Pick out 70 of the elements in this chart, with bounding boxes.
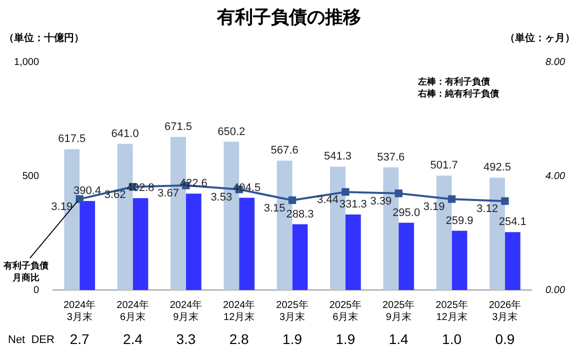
- data-label: 3.53: [210, 191, 232, 204]
- bar: [292, 224, 308, 290]
- text: 1.4: [388, 330, 409, 347]
- data-label: 295.0: [392, 206, 420, 219]
- text: 0.9: [495, 330, 515, 347]
- point: [448, 195, 456, 203]
- bar: [452, 230, 468, 290]
- data-label: 331.3: [339, 198, 367, 210]
- point: [501, 197, 509, 205]
- bar: [345, 214, 361, 290]
- y2-tick-label: 0.00: [546, 284, 566, 296]
- data-label: 288.3: [286, 208, 314, 220]
- x-tick-label: 2024年 6月末: [116, 298, 149, 323]
- x-tick-label: 2026年 3月末: [488, 298, 522, 323]
- data-label: 3.12: [476, 203, 498, 216]
- x-tick-label: 2025年 9月末: [382, 298, 415, 323]
- data-label: 3.39: [370, 195, 392, 208]
- y2-axis-title: （単位：ヶ月）: [505, 32, 575, 44]
- data-label: 3.67: [158, 187, 179, 200]
- y-tick-label: 1,000: [14, 56, 40, 68]
- x-tick-label: 2025年 3月末: [276, 298, 308, 323]
- y-tick-label: 0: [33, 284, 40, 296]
- text: Net DER: [8, 334, 55, 346]
- bar: [186, 194, 202, 290]
- data-label: 541.3: [324, 150, 352, 163]
- y2-tick-label: 8.00: [546, 56, 566, 68]
- x-tick-label: 2024年 12月末: [222, 298, 256, 323]
- annotation: 左棒：有利子負債: [417, 76, 490, 86]
- bar: [239, 198, 255, 290]
- text: 1.9: [336, 330, 356, 347]
- text: 有利子負債月商比: [2, 260, 48, 282]
- annotation: 右棒：純有利子負債: [417, 88, 499, 98]
- y-axis-title: （単位：十億円）: [4, 32, 84, 44]
- x-tick-label: 2024年 3月末: [63, 298, 96, 323]
- data-label: 492.5: [483, 162, 512, 174]
- data-label: 650.2: [218, 126, 246, 138]
- x-tick-label: 2024年 9月末: [170, 298, 202, 323]
- text: 2.7: [70, 330, 90, 347]
- data-label: 3.62: [104, 188, 126, 201]
- point: [288, 196, 296, 204]
- point: [342, 188, 350, 196]
- bar: [132, 198, 148, 290]
- x-tick-label: 2025年 6月末: [329, 298, 362, 323]
- bar: [80, 200, 96, 290]
- data-label: 501.7: [430, 160, 458, 172]
- text: 2.8: [229, 330, 250, 347]
- data-label: 390.4: [74, 185, 102, 198]
- bar: [504, 232, 520, 290]
- data-label: 3.19: [423, 201, 445, 214]
- text: 3.3: [176, 330, 196, 347]
- chart-title: 有利子負債の推移: [216, 6, 361, 27]
- y-tick-label: 500: [22, 170, 40, 182]
- data-label: 617.5: [58, 133, 86, 146]
- text: 1.0: [442, 330, 462, 347]
- data-label: 641.0: [111, 128, 139, 140]
- y2-tick-label: 4.00: [546, 170, 566, 182]
- text: 1.9: [282, 330, 302, 347]
- point: [76, 195, 84, 203]
- data-label: 259.9: [446, 214, 474, 227]
- data-label: 3.19: [51, 201, 73, 214]
- data-label: 671.5: [164, 120, 192, 133]
- x-tick-label: 2025年 12月末: [436, 298, 468, 323]
- data-label: 254.1: [498, 216, 526, 228]
- text: 2.4: [123, 330, 143, 347]
- data-label: 3.15: [264, 202, 286, 214]
- data-label: 567.6: [270, 144, 298, 157]
- data-label: 3.44: [317, 194, 338, 206]
- bar: [398, 222, 414, 290]
- point: [394, 190, 402, 198]
- data-label: 537.6: [377, 151, 405, 164]
